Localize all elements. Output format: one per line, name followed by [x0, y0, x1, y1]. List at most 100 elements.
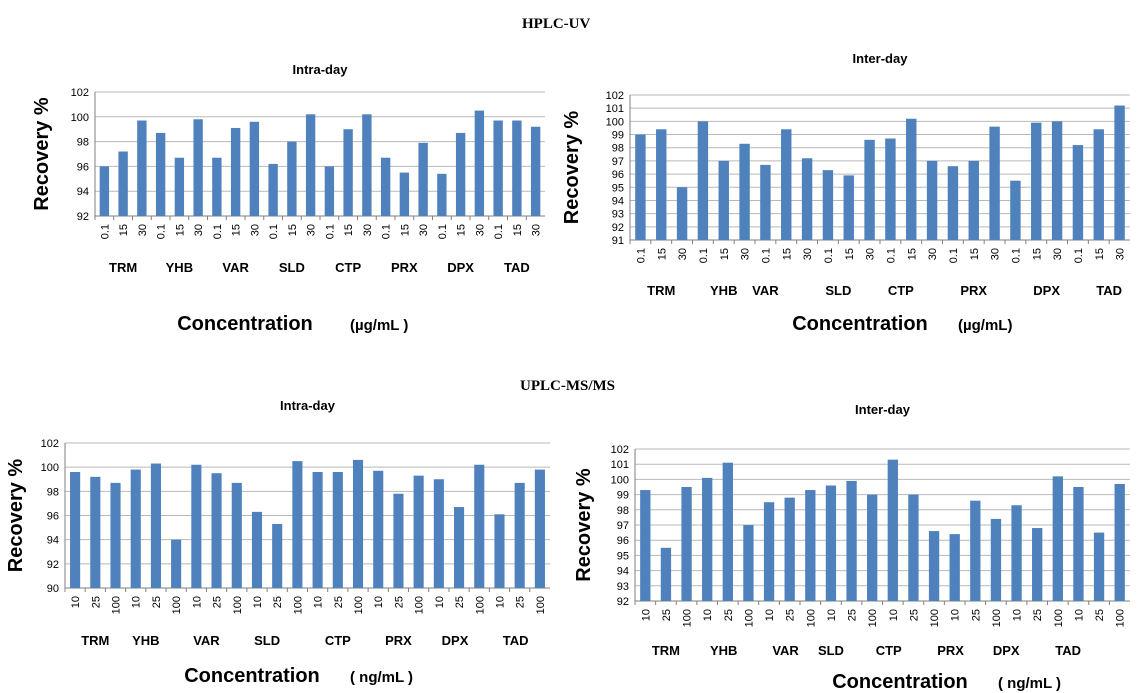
bar	[906, 118, 917, 240]
bar	[763, 502, 775, 601]
x-tick-label: 30	[531, 224, 543, 236]
bar	[640, 490, 651, 601]
x-tick-label: 30	[193, 224, 205, 236]
y-tick-label: 93	[617, 581, 629, 593]
x-tick-label: 0.1	[1073, 248, 1085, 263]
bar	[867, 494, 878, 601]
bar	[455, 132, 466, 216]
y-tick-label: 98	[612, 143, 624, 155]
bar	[1114, 483, 1125, 601]
x-tick-label: 15	[781, 248, 793, 260]
x-tick-label: 10	[70, 596, 82, 608]
x-tick-label: 100	[1115, 609, 1127, 627]
x-tick-label: 25	[212, 596, 224, 608]
x-tick-label: 0.1	[948, 248, 960, 263]
bar	[174, 157, 185, 216]
bar	[743, 525, 754, 601]
bar	[312, 472, 323, 588]
bar	[130, 469, 141, 588]
x-axis-unit: (µg/mL )	[350, 317, 408, 334]
x-tick-label: 25	[723, 609, 735, 621]
bar	[474, 464, 485, 588]
y-tick-label: 93	[612, 209, 624, 221]
x-tick-label: 15	[118, 224, 130, 236]
y-tick-label: 92	[617, 596, 629, 608]
group-label: TAD	[503, 633, 529, 648]
x-tick-label: 15	[456, 224, 468, 236]
group-label: CTP	[335, 260, 361, 275]
x-tick-label: 0.1	[635, 248, 647, 263]
x-tick-label: 10	[1012, 609, 1024, 621]
x-tick-label: 10	[131, 596, 143, 608]
bar	[846, 480, 857, 601]
x-tick-label: 0.1	[381, 224, 393, 239]
group-label: PRX	[937, 643, 964, 658]
x-tick-label: 100	[867, 609, 879, 627]
group-label: DPX	[1033, 283, 1060, 298]
x-tick-label: 25	[90, 596, 102, 608]
bar	[230, 127, 241, 216]
y-axis-label: Recovery %	[573, 468, 595, 582]
bar	[739, 143, 750, 240]
y-tick-label: 94	[617, 566, 629, 578]
x-tick-label: 30	[1052, 248, 1064, 260]
y-tick-label: 100	[41, 462, 59, 474]
bar	[150, 463, 161, 588]
x-tick-label: 25	[272, 596, 284, 608]
chart-title: Intra-day	[280, 398, 336, 413]
y-tick-label: 91	[612, 235, 624, 247]
group-label: YHB	[710, 643, 737, 658]
x-axis-unit: (µg/mL)	[958, 317, 1012, 334]
x-tick-label: 15	[399, 224, 411, 236]
bar	[362, 114, 372, 216]
x-tick-label: 25	[515, 596, 527, 608]
group-label: VAR	[193, 633, 220, 648]
bar	[1093, 532, 1105, 601]
y-tick-label: 97	[612, 156, 624, 168]
x-tick-label: 100	[682, 609, 694, 627]
y-tick-label: 101	[606, 103, 624, 115]
bar	[118, 151, 128, 216]
x-tick-label: 15	[343, 224, 355, 236]
bar	[1032, 528, 1043, 601]
x-tick-label: 25	[661, 609, 673, 621]
x-tick-label: 25	[454, 596, 466, 608]
y-tick-label: 102	[611, 444, 629, 456]
bar	[251, 511, 263, 588]
x-tick-label: 15	[906, 248, 918, 260]
x-tick-label: 15	[719, 248, 731, 260]
x-tick-label: 15	[231, 224, 243, 236]
x-tick-label: 30	[137, 224, 149, 236]
bar	[249, 121, 260, 216]
bar	[781, 129, 792, 240]
group-label: TAD	[1055, 643, 1081, 658]
x-tick-label: 0.1	[760, 248, 772, 263]
x-tick-label: 30	[249, 224, 261, 236]
group-label: YHB	[710, 283, 737, 298]
bar	[352, 459, 364, 588]
bar	[1011, 505, 1022, 601]
bar	[1093, 129, 1104, 240]
x-tick-label: 0.1	[99, 224, 111, 239]
bar	[1072, 145, 1084, 240]
bar	[231, 482, 242, 588]
x-tick-label: 30	[740, 248, 752, 260]
bar	[433, 479, 444, 588]
y-axis-label: Recovery %	[31, 97, 53, 211]
bar	[292, 461, 303, 588]
bar	[1052, 476, 1063, 601]
bar	[989, 126, 1000, 240]
x-tick-label: 15	[844, 248, 856, 260]
y-tick-label: 95	[612, 182, 624, 194]
bar	[70, 472, 81, 588]
x-tick-label: 10	[764, 609, 776, 621]
x-tick-label: 25	[908, 609, 920, 621]
group-label: YHB	[166, 260, 193, 275]
group-label: SLD	[818, 643, 844, 658]
bar	[343, 129, 353, 216]
bar	[887, 459, 898, 601]
x-axis-label: Concentration	[792, 313, 928, 335]
bar	[413, 475, 424, 588]
x-tick-label: 0.1	[493, 224, 505, 239]
x-tick-label: 100	[292, 596, 304, 614]
